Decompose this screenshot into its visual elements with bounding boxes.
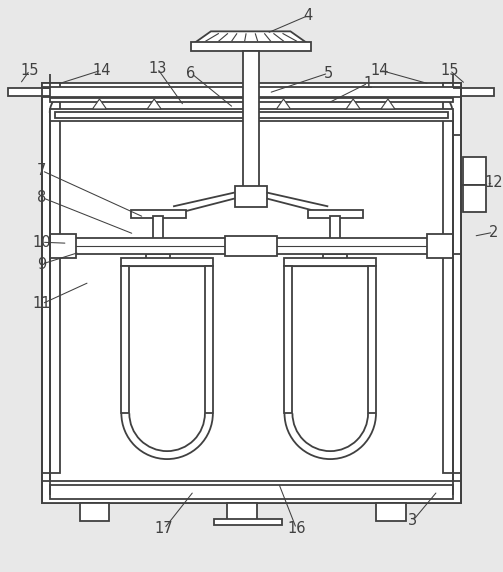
Bar [50,91,453,495]
Bar [50,98,453,102]
Text: 13: 13 [148,61,166,76]
Text: 3: 3 [408,513,417,529]
Bar [146,254,170,264]
Bar [453,135,461,254]
Bar [50,239,453,254]
Text: 4: 4 [304,8,313,23]
Polygon shape [277,99,290,109]
Bar [323,254,347,264]
Bar [285,258,376,266]
Bar [42,481,461,503]
Bar [205,266,213,414]
Bar [121,258,213,266]
Bar [285,266,292,414]
Bar [463,157,486,185]
Bar [191,42,311,51]
Polygon shape [147,99,161,109]
Polygon shape [346,99,360,109]
Text: 11: 11 [33,296,51,311]
Text: 8: 8 [37,190,46,205]
Bar [121,266,129,414]
Text: 12: 12 [484,175,502,190]
Bar [376,503,406,521]
Text: 7: 7 [37,163,46,178]
Text: 14: 14 [371,63,389,78]
Bar [443,83,461,473]
Bar [42,83,60,473]
Text: 15: 15 [440,63,459,78]
Bar [225,236,277,256]
Text: 17: 17 [155,521,174,536]
Text: 15: 15 [21,63,39,78]
Bar [42,83,461,503]
Bar [42,87,461,97]
Bar [50,235,75,258]
Bar [330,216,340,256]
Text: 6: 6 [186,66,196,81]
Bar [463,185,486,212]
Bar [227,503,257,521]
Text: 14: 14 [92,63,111,78]
Bar [50,485,453,499]
Text: 16: 16 [287,521,306,536]
Text: 9: 9 [37,257,46,272]
Text: 5: 5 [323,66,333,81]
Bar [235,185,267,208]
Bar [243,51,259,194]
Polygon shape [381,99,395,109]
Bar [55,112,448,118]
Text: 10: 10 [33,235,51,250]
Bar [131,210,186,219]
Polygon shape [194,31,307,43]
Bar [461,88,494,96]
Text: 2: 2 [489,225,498,240]
Bar [153,216,163,256]
Bar [214,519,282,525]
Bar [79,503,110,521]
Bar [368,266,376,414]
Bar [308,210,363,219]
Bar [8,88,50,96]
Bar [427,235,453,258]
Bar [50,109,453,121]
Text: 1: 1 [363,76,373,90]
Polygon shape [93,99,107,109]
